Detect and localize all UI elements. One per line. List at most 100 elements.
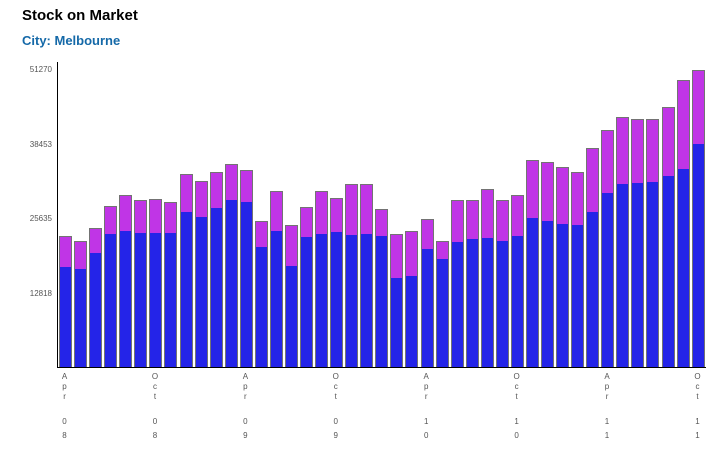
bar-slot [73, 62, 88, 367]
bar [269, 190, 283, 367]
bar-segment-bottom [511, 235, 523, 367]
bar-segment-bottom [135, 232, 147, 367]
bar-segment-bottom [572, 224, 584, 367]
bar-segment-bottom [180, 212, 192, 367]
bar-segment-top [481, 189, 493, 239]
bar [616, 117, 630, 367]
bar-segment-top [526, 160, 538, 218]
bar-segment-bottom [120, 231, 132, 367]
bar-slot [103, 62, 118, 367]
bar-slot [661, 62, 676, 367]
bar-segment-bottom [406, 276, 418, 367]
bar [134, 199, 148, 367]
bar-segment-top [587, 149, 599, 212]
bar [586, 148, 600, 367]
bar-segment-top [301, 207, 313, 238]
bar-slot [585, 62, 600, 367]
y-tick-label: 12818 [29, 288, 52, 298]
bar [74, 241, 88, 367]
bar-slot [420, 62, 435, 367]
chart-subtitle: City: Melbourne [22, 33, 121, 48]
bar-slot [118, 62, 133, 367]
bar-segment-top [602, 130, 614, 194]
bar-segment-bottom [587, 211, 599, 367]
bar-segment-bottom [496, 240, 508, 367]
bar [676, 80, 690, 367]
bar-segment-bottom [526, 217, 538, 367]
bar-segment-top [75, 242, 87, 269]
bar-segment-top [391, 235, 403, 278]
bar-segment-bottom [285, 265, 297, 367]
bar-segment-top [90, 229, 102, 253]
bar-slot [525, 62, 540, 367]
bar-segment-bottom [647, 181, 659, 367]
bar [556, 166, 570, 367]
bar [254, 221, 268, 367]
bar-segment-top [331, 198, 343, 232]
bar-segment-bottom [391, 277, 403, 367]
bar [375, 209, 389, 367]
bar-segment-bottom [602, 193, 614, 367]
bar-slot [404, 62, 419, 367]
bar [450, 199, 464, 367]
bar-segment-top [572, 172, 584, 225]
bar [525, 159, 539, 367]
bar-segment-top [105, 206, 117, 234]
bar-segment-bottom [331, 231, 343, 367]
bar-slot [645, 62, 660, 367]
bar-segment-bottom [692, 143, 704, 367]
bar [661, 107, 675, 367]
bar-segment-top [346, 185, 358, 236]
bar-segment-top [270, 191, 282, 232]
bar [119, 194, 133, 367]
y-tick-label: 38453 [29, 139, 52, 149]
bar-slot [329, 62, 344, 367]
bar [284, 225, 298, 367]
bar-segment-top [436, 242, 448, 259]
chart-title: Stock on Market [22, 7, 138, 24]
bar [465, 199, 479, 367]
bar-segment-bottom [90, 252, 102, 367]
bar-segment-top [692, 70, 704, 144]
plot-area [57, 62, 706, 368]
bar-slot [88, 62, 103, 367]
bar-slot [58, 62, 73, 367]
bar [209, 171, 223, 367]
bar-segment-top [542, 163, 554, 222]
bar-segment-top [195, 181, 207, 217]
bar [435, 241, 449, 367]
bar-segment-bottom [301, 237, 313, 367]
bar-slot [450, 62, 465, 367]
bar-segment-bottom [75, 268, 87, 367]
bar-segment-top [647, 119, 659, 182]
bar-slot [389, 62, 404, 367]
bar-segment-top [677, 81, 689, 169]
bar-segment-top [316, 191, 328, 234]
bar-slot [299, 62, 314, 367]
bar [194, 180, 208, 367]
bar [149, 199, 163, 367]
bar-slot [510, 62, 525, 367]
bar-slot [194, 62, 209, 367]
bar [571, 171, 585, 367]
bar-slot [600, 62, 615, 367]
bar [360, 183, 374, 367]
bar-slot [555, 62, 570, 367]
bar [300, 206, 314, 367]
bar-segment-bottom [421, 249, 433, 367]
bar-segment-bottom [165, 233, 177, 367]
bar [224, 164, 238, 367]
bar-segment-bottom [617, 184, 629, 367]
bar [179, 174, 193, 367]
y-tick-label: 25635 [29, 214, 52, 224]
bar-slot [691, 62, 706, 367]
bar-segment-top [361, 184, 373, 234]
bar-slot [480, 62, 495, 367]
bar-segment-top [180, 175, 192, 213]
bar [480, 188, 494, 367]
bar-slot [630, 62, 645, 367]
bar [405, 231, 419, 367]
